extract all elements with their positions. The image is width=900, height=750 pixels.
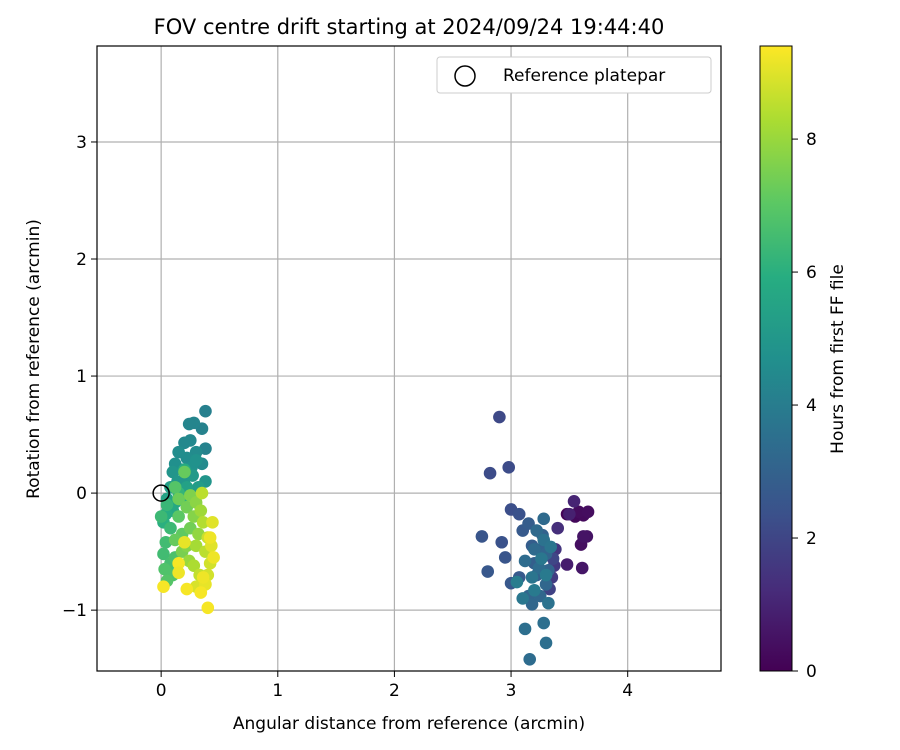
- y-tick-label: 3: [76, 133, 87, 153]
- x-tick-label: 0: [156, 681, 167, 701]
- colorbar: 0 2 4 6 8 Hours from first FF file: [759, 45, 848, 682]
- x-axis-label: Angular distance from reference (arcmin): [233, 714, 585, 734]
- data-point: [525, 571, 539, 584]
- data-point: [206, 516, 219, 529]
- data-point: [481, 565, 495, 578]
- data-point: [575, 561, 589, 575]
- data-point: [157, 547, 170, 561]
- data-point: [164, 521, 177, 535]
- data-point: [172, 557, 185, 570]
- data-point: [542, 596, 555, 610]
- data-point: [544, 540, 558, 554]
- legend-box: [436, 56, 712, 94]
- data-point: [194, 504, 208, 517]
- data-point: [502, 461, 516, 474]
- data-point: [539, 568, 553, 582]
- data-point: [493, 410, 506, 424]
- data-point: [172, 492, 185, 506]
- data-point: [178, 535, 191, 549]
- data-point: [172, 445, 185, 459]
- data-point: [166, 465, 180, 479]
- data-point: [196, 516, 210, 529]
- y-tick-label: 1: [76, 367, 87, 387]
- data-point: [537, 616, 551, 630]
- x-tick-label: 4: [622, 681, 633, 701]
- data-point: [195, 486, 209, 500]
- data-point: [160, 498, 174, 512]
- data-point: [512, 507, 526, 521]
- data-point: [530, 524, 544, 537]
- legend-open-circle-icon: [454, 65, 476, 87]
- colorbar-tick-label: 2: [806, 529, 817, 549]
- scatter-points: [154, 404, 595, 666]
- plot-frame: [96, 45, 722, 672]
- data-point: [516, 592, 530, 605]
- data-point: [551, 521, 565, 535]
- colorbar-ticks: 0 2 4 6 8: [792, 130, 817, 682]
- data-point: [518, 622, 532, 636]
- colorbar-tick-label: 4: [806, 396, 817, 416]
- x-tick-label: 2: [389, 681, 400, 701]
- data-point: [201, 601, 215, 615]
- data-point: [539, 636, 553, 650]
- data-point: [189, 539, 203, 553]
- data-point: [581, 505, 595, 519]
- grid-lines: [97, 46, 721, 671]
- chart-title: FOV centre drift starting at 2024/09/24 …: [154, 15, 665, 39]
- data-point: [199, 404, 212, 418]
- data-point: [475, 530, 489, 543]
- data-point: [157, 580, 170, 594]
- data-point: [187, 559, 201, 572]
- data-point: [168, 480, 182, 494]
- data-point: [567, 494, 581, 508]
- colorbar-gradient: [759, 45, 793, 672]
- x-tick-label: 1: [272, 681, 283, 701]
- data-point: [525, 597, 539, 611]
- data-point: [528, 583, 541, 597]
- data-point: [483, 466, 497, 480]
- y-axis-label: Rotation from reference (arcmin): [24, 219, 44, 499]
- data-point: [522, 517, 535, 530]
- data-point: [528, 542, 541, 556]
- data-point: [495, 535, 509, 549]
- y-axis-ticks: −1 0 1 2 3: [62, 133, 97, 621]
- data-point: [178, 436, 191, 450]
- data-point: [207, 551, 220, 564]
- y-tick-label: −1: [62, 601, 87, 621]
- data-point: [180, 582, 194, 596]
- y-tick-label: 0: [76, 484, 87, 504]
- y-tick-label: 2: [76, 250, 87, 270]
- data-point: [154, 510, 168, 523]
- reference-platepar-marker: [152, 484, 170, 502]
- data-point: [189, 454, 203, 467]
- x-tick-label: 3: [506, 681, 517, 701]
- data-point: [178, 465, 191, 479]
- x-axis-ticks: 0 1 2 3 4: [156, 671, 633, 701]
- data-point: [196, 571, 210, 584]
- data-point: [537, 512, 551, 526]
- data-point: [498, 551, 512, 564]
- legend-label-reference-platepar: Reference platepar: [503, 66, 665, 86]
- data-point: [563, 507, 576, 521]
- data-point: [203, 531, 217, 544]
- data-point: [518, 554, 532, 568]
- data-point: [180, 500, 194, 514]
- colorbar-tick-label: 8: [806, 130, 817, 150]
- colorbar-label: Hours from first FF file: [828, 264, 848, 454]
- data-point: [172, 566, 185, 579]
- data-point: [539, 578, 553, 591]
- data-point: [182, 417, 196, 431]
- data-point: [194, 586, 208, 599]
- data-point: [560, 558, 574, 571]
- data-point: [523, 652, 537, 666]
- data-point: [535, 552, 548, 565]
- colorbar-tick-label: 6: [806, 263, 817, 283]
- data-point: [577, 530, 590, 543]
- colorbar-tick-label: 0: [806, 662, 817, 682]
- legend: Reference platepar: [436, 56, 712, 94]
- data-point: [510, 575, 524, 589]
- data-point: [172, 510, 185, 523]
